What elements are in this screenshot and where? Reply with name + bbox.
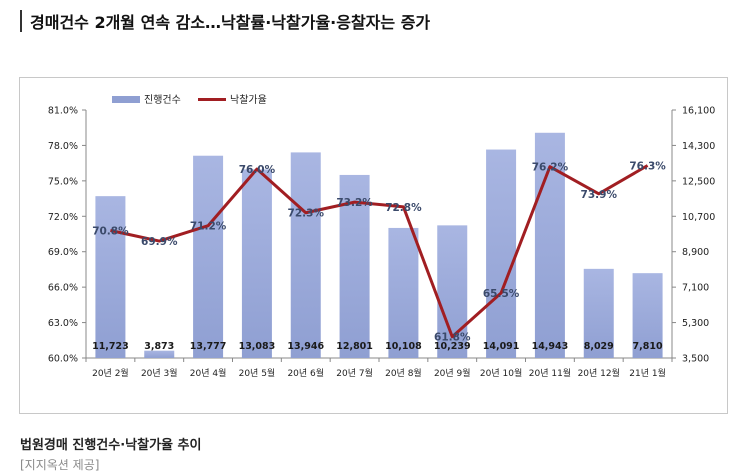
x-tick-label: 20년 7월	[336, 367, 373, 379]
y-right-tick-label: 10,700	[682, 212, 715, 223]
y-right-tick-label: 7,100	[682, 283, 709, 294]
rate-data-label: 76.2%	[532, 162, 569, 174]
chart-caption: 법원경매 진행건수·낙찰가율 추이	[20, 438, 202, 453]
x-tick-label: 20년 8월	[385, 367, 422, 379]
bar-data-label: 14,091	[483, 341, 520, 352]
rate-data-label: 69.9%	[141, 236, 178, 248]
bar-data-label: 3,873	[144, 341, 174, 352]
rate-data-label: 76.0%	[239, 164, 276, 176]
y-right-tick-label: 16,100	[682, 106, 715, 117]
bar	[95, 196, 126, 358]
bar	[388, 227, 419, 358]
rate-data-label: 76.3%	[629, 161, 666, 173]
y-left-tick-label: 81.0%	[48, 106, 78, 117]
x-tick-label: 20년 2월	[92, 367, 129, 379]
rate-data-label: 65.5%	[483, 288, 520, 300]
rate-data-label: 73.9%	[581, 189, 618, 201]
y-left-tick-label: 75.0%	[48, 176, 78, 187]
y-left-tick-label: 60.0%	[48, 354, 78, 365]
combo-chart: 81.0% 78.0% 75.0% 72.0% 69.0% 66.0% 63.0% 60.0%…	[48, 94, 715, 379]
rate-data-label: 61.8%	[434, 332, 471, 344]
x-tick-label: 20년 6월	[287, 367, 324, 379]
x-tick-label: 20년 3월	[141, 367, 178, 379]
bar	[193, 155, 224, 358]
bar	[241, 169, 272, 358]
bar	[632, 273, 663, 358]
legend-swatch-bar	[112, 96, 140, 103]
y-right-tick-label: 12,500	[682, 176, 715, 187]
bar-data-label: 7,810	[633, 341, 663, 352]
bar-data-label: 13,946	[287, 341, 324, 352]
bar-data-label: 11,723	[92, 341, 129, 352]
legend-label-count: 진행건수	[144, 94, 181, 106]
rate-data-label: 71.2%	[190, 221, 227, 233]
y-left-tick-label: 63.0%	[48, 318, 78, 329]
legend: 진행건수 낙찰가율	[112, 94, 267, 106]
y-right-tick-label: 8,900	[682, 247, 709, 258]
rate-data-label: 70.8%	[92, 225, 129, 237]
chart-frame: 81.0% 78.0% 75.0% 72.0% 69.0% 66.0% 63.0% 60.0%…	[19, 77, 728, 414]
bar	[144, 350, 175, 358]
x-tick-label: 20년 12월	[578, 367, 620, 379]
rate-data-label: 72.3%	[288, 208, 325, 220]
bar-data-label: 10,108	[385, 341, 422, 352]
bar-data-label: 8,029	[584, 341, 614, 352]
x-tick-label: 20년 4월	[190, 367, 227, 379]
y-left-tick-label: 69.0%	[48, 247, 78, 258]
bar-data-label: 14,943	[532, 341, 569, 352]
rate-data-label: 73.2%	[336, 197, 373, 209]
y-left-tick-label: 72.0%	[48, 212, 78, 223]
bar-data-label: 13,777	[190, 341, 227, 352]
x-tick-label: 21년 1월	[629, 367, 666, 379]
x-tick-label: 20년 11월	[529, 367, 571, 379]
headline: 경매건수 2개월 연속 감소…낙찰률·낙찰가율·응찰자는 증가	[30, 13, 431, 32]
bar	[583, 268, 614, 358]
y-right-tick-label: 14,300	[682, 141, 715, 152]
bar	[290, 152, 321, 358]
bar-data-label: 13,083	[239, 341, 276, 352]
x-tick-label: 20년 9월	[434, 367, 471, 379]
rate-data-label: 72.8%	[385, 202, 422, 214]
y-right-tick-label: 3,500	[682, 354, 709, 365]
y-left-tick-label: 66.0%	[48, 283, 78, 294]
x-tick-label: 20년 10월	[480, 367, 522, 379]
bar-data-label: 10,239	[434, 341, 471, 352]
legend-label-rate: 낙찰가율	[230, 94, 267, 106]
y-right-tick-label: 5,300	[682, 318, 709, 329]
rate-line	[110, 164, 649, 339]
bar-data-label: 12,801	[336, 341, 373, 352]
bar	[486, 149, 517, 358]
photo-credit: [지지옥션 제공]	[20, 458, 100, 472]
x-tick-label: 20년 5월	[239, 367, 276, 379]
y-left-tick-label: 78.0%	[48, 141, 78, 152]
headline-accent-bar	[20, 10, 22, 32]
